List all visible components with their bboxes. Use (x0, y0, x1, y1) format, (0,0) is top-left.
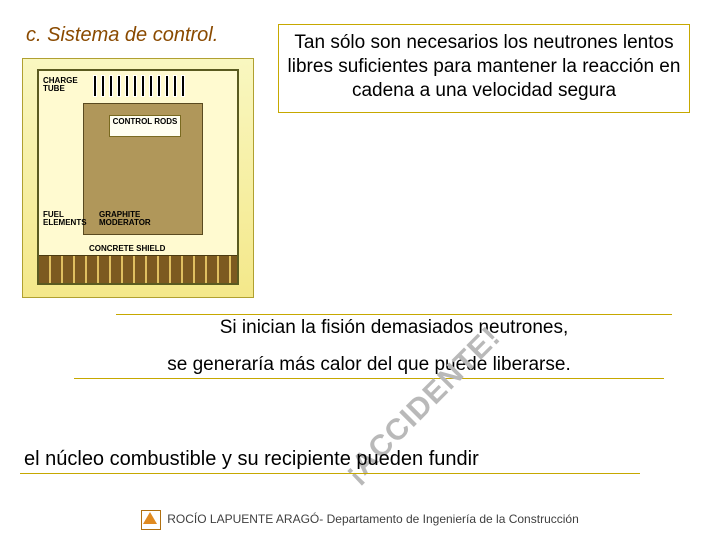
label-shield: CONCRETE SHIELD (89, 245, 165, 253)
label-moderator: GRAPHITE MODERATOR (99, 211, 151, 228)
footer-logo-icon (141, 510, 159, 528)
concrete-shield-icon (39, 255, 237, 283)
body-line-1: Si inician la fisión demasiados neutrone… (116, 314, 672, 341)
footer-text: ROCÍO LAPUENTE ARAGÓ- Departamento de In… (167, 512, 579, 526)
info-box: Tan sólo son necesarios los neutrones le… (278, 24, 690, 113)
label-fuel: FUEL ELEMENTS (43, 211, 87, 228)
section-heading: c. Sistema de control. (26, 24, 218, 47)
label-charge-tube: CHARGE TUBE (43, 77, 78, 94)
reactor-diagram: CHARGE TUBE CONTROL RODS FUEL ELEMENTS G… (22, 58, 254, 298)
charge-tubes-icon (93, 75, 189, 97)
body-line-3: el núcleo combustible y su recipiente pu… (20, 446, 640, 474)
body-line-2: se generaría más calor del que puede lib… (74, 352, 664, 379)
label-control-rods: CONTROL RODS (109, 115, 181, 137)
diagram-frame: CHARGE TUBE CONTROL RODS FUEL ELEMENTS G… (37, 69, 239, 285)
footer: ROCÍO LAPUENTE ARAGÓ- Departamento de In… (0, 510, 720, 528)
